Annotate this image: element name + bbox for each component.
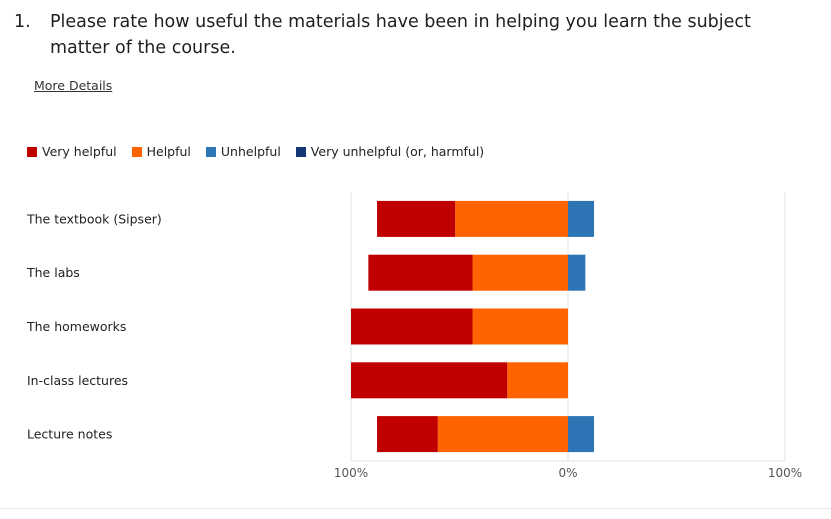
- category-label: Lecture notes: [27, 427, 112, 442]
- bar-segment: [472, 254, 568, 291]
- bar-segment: [568, 416, 595, 453]
- legend-item-very-unhelpful: Very unhelpful (or, harmful): [295, 144, 485, 159]
- question-title: 1. Please rate how useful the materials …: [14, 9, 814, 61]
- legend-swatch: [27, 146, 37, 157]
- legend-swatch: [205, 146, 216, 157]
- bar-segment: [568, 254, 586, 291]
- legend-item-unhelpful: Unhelpful: [205, 144, 281, 159]
- bar-segment: [455, 200, 568, 237]
- legend-label: Very helpful: [42, 144, 117, 159]
- category-label: The homeworks: [26, 319, 126, 334]
- legend-label: Unhelpful: [220, 144, 281, 159]
- bar-segment: [351, 362, 508, 399]
- bar-segment: [351, 308, 473, 345]
- legend-swatch: [131, 146, 142, 157]
- category-label: The labs: [26, 265, 80, 280]
- legend-swatch: [295, 146, 306, 157]
- x-tick-label: 0%: [558, 466, 577, 480]
- legend-item-helpful: Helpful: [131, 144, 191, 159]
- more-details-link[interactable]: More Details: [34, 78, 113, 93]
- x-tick-label: 100%: [334, 466, 368, 480]
- bar-segment: [568, 200, 595, 237]
- x-tick-label: 100%: [768, 466, 802, 480]
- question-text: Please rate how useful the materials hav…: [50, 12, 751, 58]
- question-number: 1.: [14, 12, 31, 32]
- legend-label: Very unhelpful (or, harmful): [310, 144, 485, 159]
- bar-segment: [377, 416, 438, 453]
- chart-legend: Very helpful Helpful Unhelpful Very unhe…: [27, 144, 499, 159]
- divider: [0, 508, 831, 509]
- bar-segment: [507, 362, 568, 399]
- legend-label: Helpful: [146, 144, 191, 159]
- bar-segment: [437, 416, 568, 453]
- bar-segment: [472, 308, 568, 345]
- category-label: The textbook (Sipser): [26, 211, 162, 226]
- bar-segment: [377, 200, 456, 237]
- bar-segment: [368, 254, 473, 291]
- category-label: In-class lectures: [27, 373, 128, 388]
- legend-item-very-helpful: Very helpful: [27, 144, 117, 159]
